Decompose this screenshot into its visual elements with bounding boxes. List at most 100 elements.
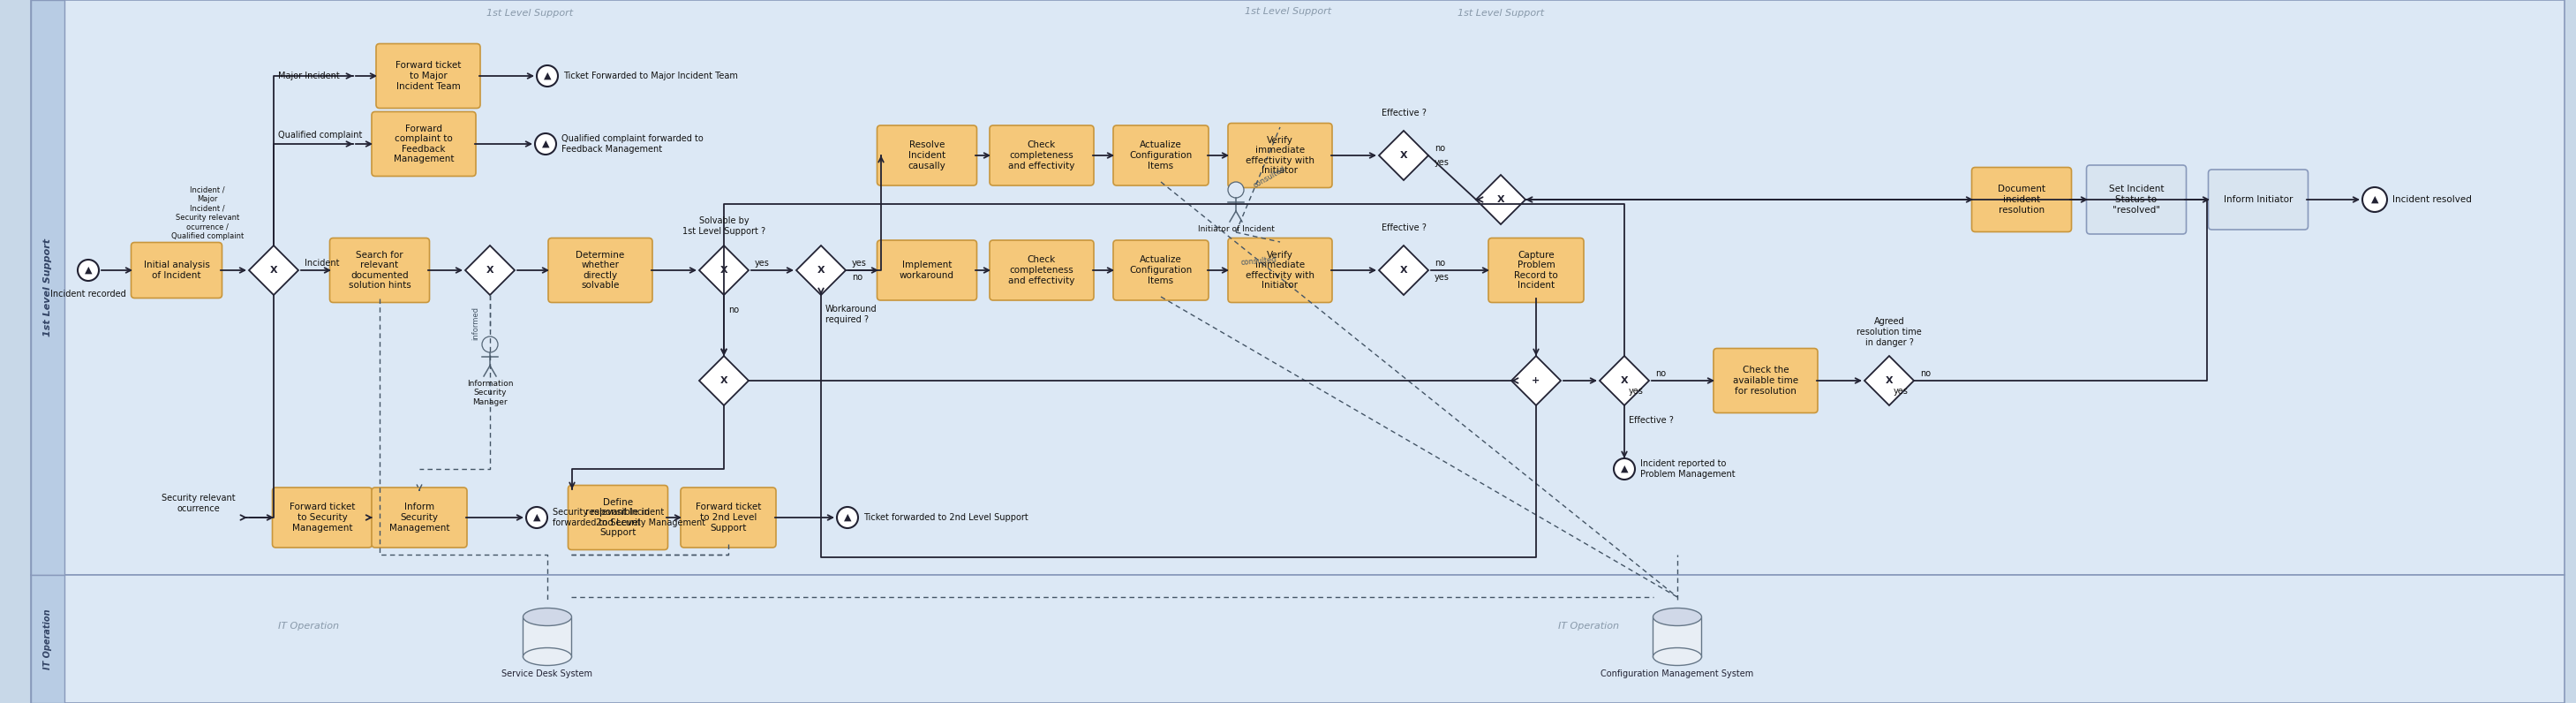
Text: no: no (1656, 369, 1667, 378)
Polygon shape (1865, 356, 1914, 406)
FancyBboxPatch shape (273, 487, 371, 548)
Text: Service Desk System: Service Desk System (502, 669, 592, 678)
Text: Security relevant Incident
forwarded to Security Management: Security relevant Incident forwarded to … (554, 508, 706, 527)
FancyBboxPatch shape (989, 125, 1095, 186)
FancyBboxPatch shape (876, 240, 976, 300)
Text: no: no (1435, 144, 1445, 153)
Polygon shape (1476, 175, 1525, 224)
FancyBboxPatch shape (131, 243, 222, 298)
Text: Check the
available time
for resolution: Check the available time for resolution (1734, 366, 1798, 395)
Text: Implement
workaround: Implement workaround (899, 261, 953, 280)
Text: X: X (1620, 376, 1628, 385)
FancyBboxPatch shape (876, 125, 976, 186)
Text: Set Incident
Status to
"resolved": Set Incident Status to "resolved" (2110, 185, 2164, 214)
Text: Solvable by
1st Level Support ?: Solvable by 1st Level Support ? (683, 217, 765, 236)
Text: yes: yes (755, 259, 770, 268)
Text: Search for
relevant
documented
solution hints: Search for relevant documented solution … (348, 250, 410, 290)
FancyBboxPatch shape (31, 0, 2566, 575)
Circle shape (536, 134, 556, 155)
FancyBboxPatch shape (2208, 169, 2308, 230)
Text: IT Operation: IT Operation (278, 621, 340, 630)
Text: Incident recorded: Incident recorded (52, 290, 126, 299)
Text: Incident resolved: Incident resolved (2393, 195, 2473, 204)
Polygon shape (796, 245, 845, 295)
Text: Incident /
Major
Incident /
Security relevant
ocurrence /
Qualified complaint: Incident / Major Incident / Security rel… (170, 186, 245, 240)
FancyBboxPatch shape (371, 112, 477, 176)
Polygon shape (1512, 356, 1561, 406)
Circle shape (1613, 458, 1636, 479)
FancyBboxPatch shape (1489, 238, 1584, 302)
Text: no: no (853, 273, 863, 282)
Text: +: + (1533, 376, 1540, 385)
Text: ▲: ▲ (541, 139, 549, 148)
Text: ▲: ▲ (1620, 465, 1628, 473)
Text: Forward
complaint to
Feedback
Management: Forward complaint to Feedback Management (394, 124, 453, 164)
Text: Forward ticket
to 2nd Level
Support: Forward ticket to 2nd Level Support (696, 503, 760, 532)
Polygon shape (466, 245, 515, 295)
FancyBboxPatch shape (1971, 167, 2071, 232)
Text: Resolve
Incident
causally: Resolve Incident causally (909, 141, 945, 170)
FancyBboxPatch shape (371, 487, 466, 548)
Text: Ticket forwarded to 2nd Level Support: Ticket forwarded to 2nd Level Support (863, 513, 1028, 522)
Polygon shape (250, 245, 299, 295)
Text: yes: yes (1628, 387, 1643, 396)
Text: Effective ?: Effective ? (1381, 109, 1427, 117)
Text: Workaround
required ?: Workaround required ? (824, 305, 878, 324)
Text: 1st Level Support: 1st Level Support (1458, 9, 1543, 18)
Ellipse shape (523, 608, 572, 626)
Text: X: X (1886, 376, 1893, 385)
Circle shape (837, 507, 858, 528)
Ellipse shape (523, 647, 572, 666)
Text: Inform Initiator: Inform Initiator (2223, 195, 2293, 204)
Text: X: X (487, 266, 495, 275)
Polygon shape (1600, 356, 1649, 406)
Text: no: no (729, 306, 739, 314)
Text: IT Operation: IT Operation (1558, 621, 1620, 630)
Text: 1st Level Support: 1st Level Support (1244, 7, 1332, 16)
FancyBboxPatch shape (569, 485, 667, 550)
Text: Initial analysis
of Incident: Initial analysis of Incident (144, 261, 209, 280)
Circle shape (526, 507, 546, 528)
Text: Major Incident: Major Incident (278, 72, 340, 80)
Circle shape (482, 337, 497, 352)
Circle shape (1229, 182, 1244, 198)
Text: Forward ticket
to Security
Management: Forward ticket to Security Management (289, 503, 355, 532)
FancyBboxPatch shape (31, 575, 64, 703)
Text: Document
incident
resolution: Document incident resolution (1999, 185, 2045, 214)
Text: Effective ?: Effective ? (1381, 224, 1427, 232)
Text: ▲: ▲ (544, 72, 551, 80)
Text: Incident: Incident (304, 259, 340, 268)
Text: Security relevant
ocurrence: Security relevant ocurrence (162, 494, 234, 513)
Text: X: X (817, 266, 824, 275)
Text: consulted: consulted (1252, 165, 1288, 190)
Text: 1st Level Support: 1st Level Support (487, 9, 572, 18)
FancyBboxPatch shape (376, 44, 479, 108)
Text: Actualize
Configuration
Items: Actualize Configuration Items (1128, 141, 1193, 170)
Text: yes: yes (1435, 273, 1450, 282)
FancyBboxPatch shape (1713, 349, 1819, 413)
Circle shape (536, 65, 559, 86)
Text: Effective ?: Effective ? (1628, 416, 1674, 425)
Polygon shape (1378, 245, 1427, 295)
Text: X: X (1399, 266, 1406, 275)
Text: Capture
Problem
Record to
Incident: Capture Problem Record to Incident (1515, 250, 1558, 290)
Text: ▲: ▲ (533, 513, 541, 522)
Text: informed: informed (471, 307, 479, 340)
Ellipse shape (1654, 647, 1703, 666)
Text: Qualified complaint: Qualified complaint (278, 131, 363, 139)
Text: 1st Level Support: 1st Level Support (44, 238, 52, 337)
Ellipse shape (1654, 608, 1703, 626)
FancyBboxPatch shape (31, 0, 64, 575)
Text: no: no (1435, 259, 1445, 268)
Text: Incident reported to
Problem Management: Incident reported to Problem Management (1641, 460, 1736, 479)
Text: Actualize
Configuration
Items: Actualize Configuration Items (1128, 256, 1193, 285)
Polygon shape (1378, 131, 1427, 180)
Text: consulted: consulted (1239, 256, 1278, 267)
Text: ▲: ▲ (2370, 195, 2378, 204)
Text: Check
completeness
and effectivity: Check completeness and effectivity (1007, 141, 1074, 170)
Text: Ticket Forwarded to Major Incident Team: Ticket Forwarded to Major Incident Team (564, 72, 737, 80)
FancyBboxPatch shape (1113, 240, 1208, 300)
Text: Verify
immediate
effectivity with
Initiator: Verify immediate effectivity with Initia… (1247, 136, 1314, 175)
FancyBboxPatch shape (31, 575, 2566, 703)
Text: X: X (1497, 195, 1504, 204)
